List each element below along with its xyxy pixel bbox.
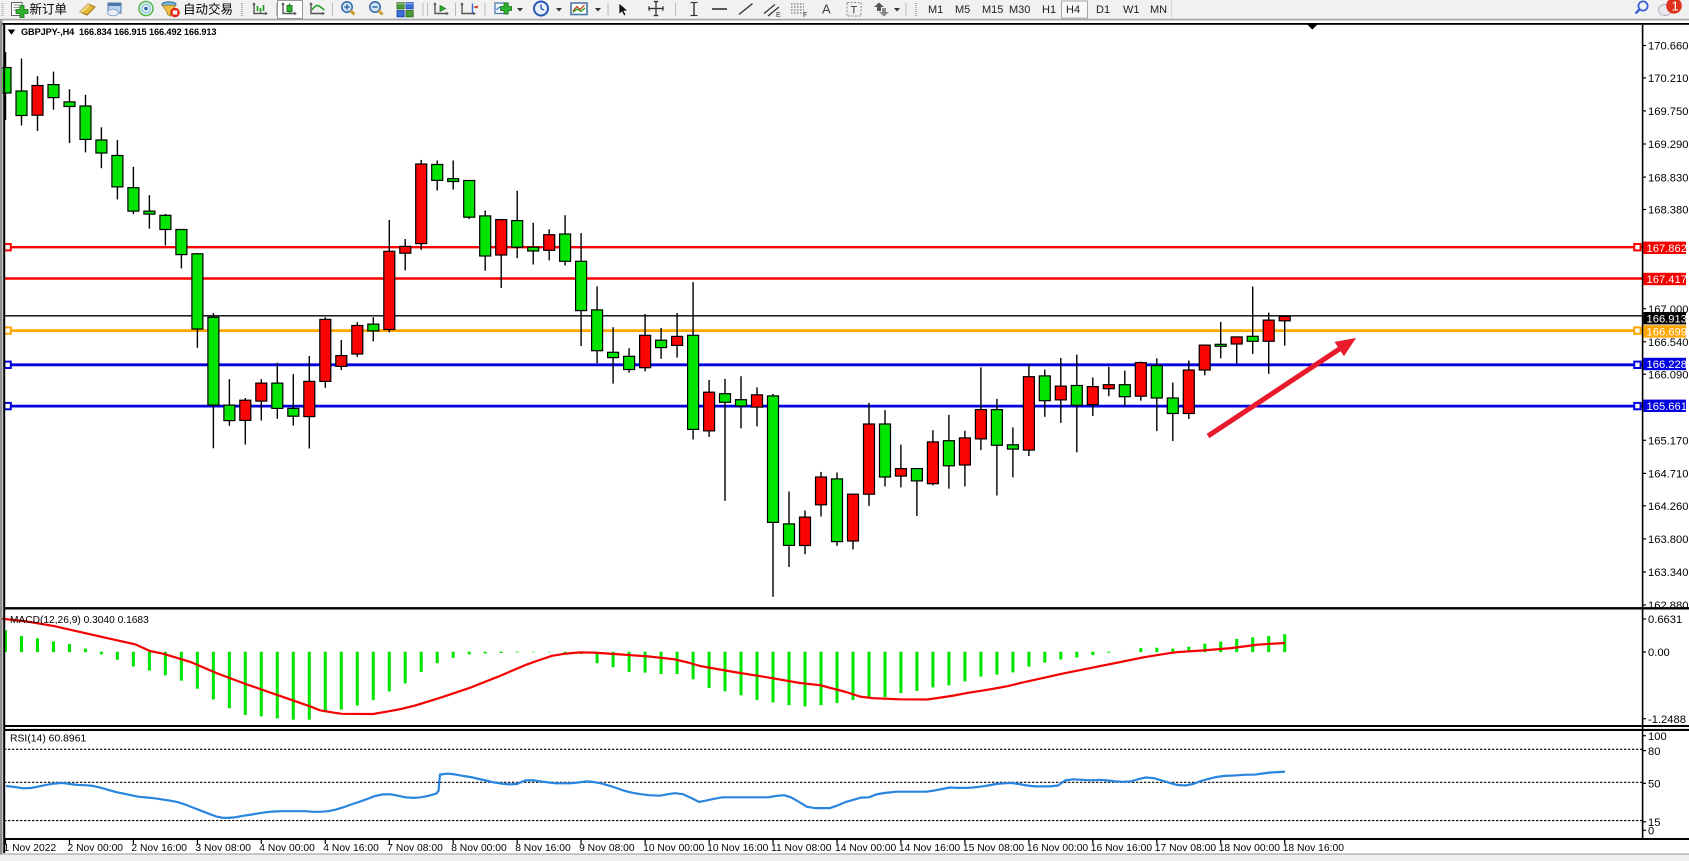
svg-text:165.661: 165.661 (1647, 401, 1687, 413)
svg-text:166.090: 166.090 (1648, 369, 1688, 381)
svg-text:H1: H1 (1042, 4, 1056, 16)
svg-text:164.710: 164.710 (1648, 469, 1688, 481)
svg-text:2 Nov 00:00: 2 Nov 00:00 (68, 843, 124, 854)
svg-text:H4: H4 (1066, 4, 1080, 16)
svg-text:M15: M15 (982, 4, 1003, 16)
svg-text:RSI(14) 60.8961: RSI(14) 60.8961 (10, 734, 86, 745)
svg-text:167.862: 167.862 (1647, 243, 1687, 255)
svg-text:166.699: 166.699 (1647, 327, 1687, 339)
svg-text:M30: M30 (1009, 4, 1030, 16)
svg-text:0: 0 (1648, 826, 1654, 838)
svg-text:E: E (776, 12, 781, 19)
svg-text:165.170: 165.170 (1648, 436, 1688, 448)
svg-text:F: F (803, 12, 807, 19)
svg-text:8 Nov 00:00: 8 Nov 00:00 (451, 843, 507, 854)
svg-text:80: 80 (1648, 746, 1660, 758)
svg-text:新订单: 新订单 (30, 2, 68, 17)
svg-text:162.880: 162.880 (1648, 600, 1688, 612)
svg-text:A: A (822, 2, 831, 17)
svg-text:1: 1 (1672, 0, 1679, 14)
svg-text:170.210: 170.210 (1648, 73, 1688, 85)
svg-text:10 Nov 16:00: 10 Nov 16:00 (707, 843, 769, 854)
svg-text:3 Nov 08:00: 3 Nov 08:00 (195, 843, 251, 854)
svg-text:16 Nov 00:00: 16 Nov 00:00 (1027, 843, 1089, 854)
svg-text:164.260: 164.260 (1648, 501, 1688, 513)
svg-text:163.800: 163.800 (1648, 534, 1688, 546)
svg-text:9 Nov 08:00: 9 Nov 08:00 (579, 843, 635, 854)
svg-text:4 Nov 00:00: 4 Nov 00:00 (259, 843, 315, 854)
svg-text:-1.2488: -1.2488 (1648, 714, 1686, 726)
svg-text:168.830: 168.830 (1648, 172, 1688, 184)
svg-text:M1: M1 (928, 4, 943, 16)
svg-text:170.660: 170.660 (1648, 41, 1688, 53)
svg-text:10 Nov 00:00: 10 Nov 00:00 (643, 843, 705, 854)
svg-text:169.290: 169.290 (1648, 139, 1688, 151)
svg-text:163.340: 163.340 (1648, 567, 1688, 579)
svg-text:168.380: 168.380 (1648, 205, 1688, 217)
svg-text:11 Nov 08:00: 11 Nov 08:00 (771, 843, 832, 854)
svg-text:T: T (851, 5, 858, 17)
svg-text:166.913: 166.913 (1647, 313, 1687, 325)
svg-text:W1: W1 (1123, 4, 1140, 16)
svg-text:18 Nov 16:00: 18 Nov 16:00 (1283, 843, 1345, 854)
svg-text:2 Nov 16:00: 2 Nov 16:00 (131, 843, 187, 854)
svg-text:MACD(12,26,9) 0.3040 0.1683: MACD(12,26,9) 0.3040 0.1683 (10, 615, 149, 626)
svg-text:16 Nov 16:00: 16 Nov 16:00 (1091, 843, 1153, 854)
svg-text:166.540: 166.540 (1648, 337, 1688, 349)
svg-text:7 Nov 08:00: 7 Nov 08:00 (387, 843, 443, 854)
svg-text:169.750: 169.750 (1648, 106, 1688, 118)
svg-text:14 Nov 00:00: 14 Nov 00:00 (835, 843, 897, 854)
svg-text:0.6631: 0.6631 (1648, 614, 1682, 626)
svg-text:1 Nov 2022: 1 Nov 2022 (4, 843, 57, 854)
svg-text:M5: M5 (955, 4, 970, 16)
svg-text:100: 100 (1648, 731, 1667, 743)
svg-text:0.00: 0.00 (1648, 647, 1670, 659)
svg-text:8 Nov 16:00: 8 Nov 16:00 (515, 843, 571, 854)
svg-text:166.228: 166.228 (1647, 359, 1687, 371)
svg-text:50: 50 (1648, 779, 1660, 791)
svg-text:15 Nov 08:00: 15 Nov 08:00 (963, 843, 1025, 854)
svg-text:D1: D1 (1096, 4, 1110, 16)
svg-text:15: 15 (1648, 817, 1660, 829)
svg-text:167.417: 167.417 (1647, 274, 1687, 286)
svg-text:4 Nov 16:00: 4 Nov 16:00 (323, 843, 379, 854)
svg-text:14 Nov 16:00: 14 Nov 16:00 (899, 843, 961, 854)
svg-text:自动交易: 自动交易 (183, 2, 233, 17)
svg-text:18 Nov 00:00: 18 Nov 00:00 (1219, 843, 1281, 854)
svg-text:GBPJPY-,H4 166.834 166.915 16: GBPJPY-,H4 166.834 166.915 166.492 166.9… (21, 27, 216, 37)
svg-text:MN: MN (1150, 4, 1167, 16)
svg-text:17 Nov 08:00: 17 Nov 08:00 (1155, 843, 1217, 854)
